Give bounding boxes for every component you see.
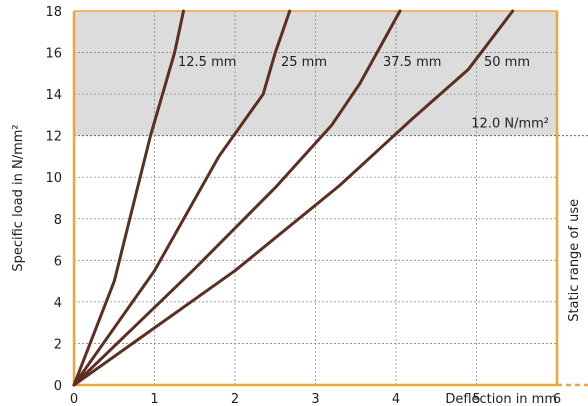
y-tick-label: 8 [54, 213, 62, 228]
series-line-3 [72, 9, 402, 387]
series-line-1 [72, 9, 185, 387]
series-label-2: 25 mm [281, 55, 327, 70]
series-label-3: 37.5 mm [383, 55, 441, 70]
x-tick-label: 3 [311, 392, 319, 406]
series-label-4: 50 mm [484, 55, 530, 70]
x-tick-label: 5 [472, 392, 480, 406]
range-of-use-label: Static range of use [567, 199, 582, 322]
x-tick-labels: 0 1 2 3 4 5 6 [70, 392, 561, 406]
y-tick-label: 18 [45, 5, 62, 20]
y-tick-label: 4 [54, 296, 62, 311]
x-tick-label: 6 [553, 392, 561, 406]
y-tick-label: 14 [45, 88, 62, 103]
grid [74, 11, 557, 385]
y-tick-label: 0 [54, 379, 62, 394]
y-axis-title: Specific load in N/mm² [11, 124, 26, 271]
x-tick-label: 1 [150, 392, 158, 406]
y-tick-labels: 0 2 4 6 8 10 12 14 16 18 [45, 5, 62, 394]
x-tick-label: 0 [70, 392, 78, 406]
y-tick-label: 10 [45, 171, 62, 186]
threshold-label: 12.0 N/mm² [471, 117, 549, 132]
y-tick-label: 6 [54, 254, 62, 269]
y-tick-label: 12 [45, 130, 62, 145]
x-tick-label: 4 [392, 392, 400, 406]
series-line-2 [72, 9, 292, 387]
x-axis-title: Deflection in mm [445, 392, 557, 406]
curve-labels: 12.5 mm 25 mm 37.5 mm 50 mm [178, 55, 530, 70]
y-tick-label: 16 [45, 47, 62, 62]
x-tick-label: 2 [231, 392, 239, 406]
y-tick-label: 2 [54, 337, 62, 352]
series-label-1: 12.5 mm [178, 55, 236, 70]
series-line-4 [72, 9, 515, 387]
series-group [72, 9, 515, 387]
